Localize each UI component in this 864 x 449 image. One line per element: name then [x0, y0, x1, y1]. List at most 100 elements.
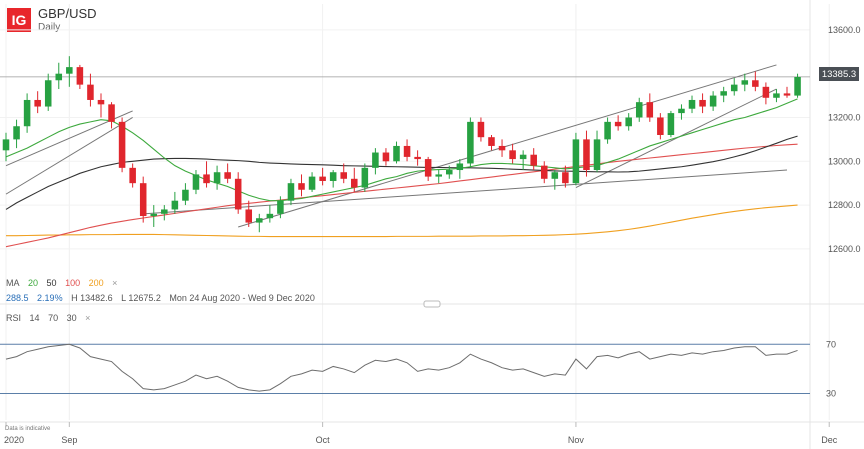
candle-body: [55, 73, 63, 81]
candle-body: [308, 176, 316, 190]
candle-body: [87, 84, 94, 100]
ma-close-icon[interactable]: ×: [112, 278, 118, 288]
ma20-line: [5, 98, 798, 202]
trend-line: [143, 169, 788, 215]
candle-body: [583, 139, 590, 171]
candle-body: [234, 178, 242, 210]
time-axis-label: Nov: [568, 435, 585, 445]
candle-body: [699, 99, 706, 107]
candle-body: [720, 91, 727, 96]
candle-body: [424, 159, 432, 177]
rsi-upper[interactable]: 70: [48, 313, 59, 323]
range-high: H 13482.6: [71, 293, 113, 303]
candle-body: [593, 139, 601, 171]
candle-body: [361, 167, 369, 188]
time-axis-label: Dec: [821, 435, 838, 445]
candle-body: [139, 183, 147, 217]
candle-body: [773, 93, 780, 98]
candle-body: [741, 80, 749, 85]
rsi-line: [5, 343, 798, 392]
pane-resize-handle: [423, 300, 441, 308]
candle-body: [562, 172, 569, 184]
candle-body: [382, 152, 390, 162]
ig-logo: IG: [7, 8, 31, 32]
candle-body: [66, 67, 73, 74]
candle-body: [171, 200, 179, 210]
candle-body: [245, 209, 253, 223]
candle-body: [498, 145, 506, 151]
candle-body: [540, 165, 548, 179]
candle-body: [329, 172, 337, 181]
candle-body: [752, 80, 759, 87]
candle-body: [76, 67, 84, 85]
trend-line: [5, 117, 133, 195]
candle-body: [783, 93, 791, 96]
candle-body: [635, 102, 643, 118]
ma50-line: [5, 135, 798, 210]
candle-body: [667, 113, 675, 135]
candle-body: [351, 178, 358, 188]
candle-body: [709, 95, 717, 107]
instrument-title: GBP/USD: [38, 6, 97, 21]
ma-label: MA: [6, 278, 20, 288]
time-axis-label: Oct: [316, 435, 331, 445]
candle-body: [108, 104, 115, 122]
candle-body: [2, 139, 10, 151]
price-tick-label: 13600.0: [828, 25, 861, 35]
last-price-tag: 13385.3: [819, 67, 859, 81]
candle-body: [456, 163, 464, 171]
candle-body: [625, 117, 632, 127]
candle-body: [657, 117, 664, 135]
ma-20-period[interactable]: 20: [28, 278, 39, 288]
candle-body: [519, 154, 527, 160]
ma-legend: MA 20 50 100 200 ×: [6, 278, 123, 288]
candle-body: [688, 99, 696, 109]
candle-body: [213, 172, 221, 184]
candle-body: [34, 99, 41, 107]
candle-body: [192, 174, 200, 190]
candle-body: [203, 174, 210, 184]
ma-200-period[interactable]: 200: [88, 278, 104, 288]
price-tick-label: 12600.0: [828, 244, 861, 254]
candle-body: [551, 172, 559, 179]
candle-body: [97, 99, 105, 105]
rsi-label: RSI: [6, 313, 22, 323]
candle-body: [467, 121, 474, 164]
time-axis-label: 2020: [4, 435, 24, 445]
rsi-close-icon[interactable]: ×: [85, 313, 91, 323]
rsi-legend: RSI 14 70 30 ×: [6, 313, 96, 323]
candle-body: [298, 183, 305, 190]
candle-body: [340, 172, 348, 179]
ma200-line: [6, 204, 798, 238]
rsi-lower[interactable]: 30: [66, 313, 77, 323]
candle-body: [678, 108, 685, 114]
candle-body: [319, 176, 326, 181]
rsi-period[interactable]: 14: [29, 313, 40, 323]
candle-body: [287, 183, 295, 201]
candle-body: [509, 150, 516, 160]
candle-body: [277, 200, 284, 214]
rsi-tick-label: 70: [826, 339, 836, 349]
rsi-tick-label: 30: [826, 389, 836, 399]
candle-body: [182, 189, 189, 201]
ma-100-period[interactable]: 100: [65, 278, 81, 288]
candle-body: [646, 102, 654, 118]
candle-body: [614, 121, 622, 127]
candle-body: [446, 170, 453, 175]
candle-body: [530, 154, 537, 166]
candle-body: [13, 126, 20, 140]
candle-body: [161, 209, 168, 214]
ma-50-period[interactable]: 50: [46, 278, 57, 288]
candle-body: [572, 139, 580, 184]
candle-body: [44, 80, 52, 107]
candle-body: [762, 86, 770, 98]
candle-body: [393, 145, 400, 162]
candle-body: [730, 84, 738, 92]
candle-body: [129, 167, 136, 184]
candle-body: [266, 213, 274, 219]
trend-line: [238, 64, 777, 228]
time-axis-label: Sep: [61, 435, 77, 445]
candle-body: [794, 76, 801, 96]
ma100-line: [5, 143, 798, 248]
